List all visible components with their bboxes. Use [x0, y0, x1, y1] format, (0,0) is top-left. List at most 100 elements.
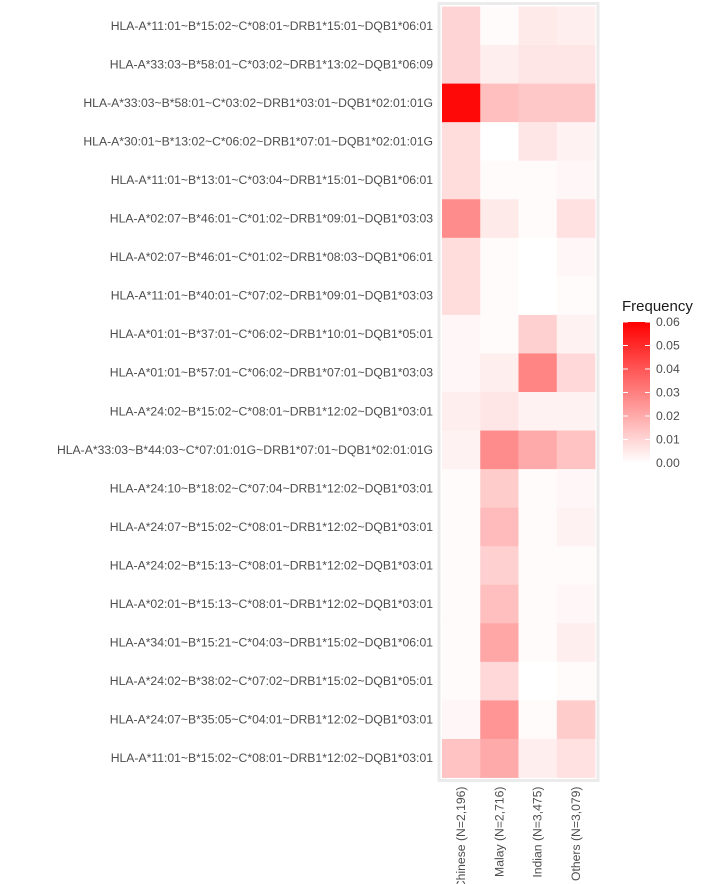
heatmap-cell — [442, 430, 481, 470]
column-label: Chinese (N=2,196) — [454, 787, 468, 884]
heatmap-cell — [442, 507, 481, 547]
heatmap-cell — [556, 392, 596, 431]
heatmap-cell — [556, 430, 596, 470]
heatmap-cell — [556, 276, 596, 316]
heatmap-cell — [442, 276, 481, 316]
heatmap-cell — [518, 160, 558, 200]
legend: Frequency 0.06 0.05 0.04 0.03 0.02 0.01 0.00 — [622, 298, 693, 470]
panel-border — [437, 2, 600, 782]
heatmap-cell — [518, 353, 558, 393]
heatmap-cell — [556, 160, 596, 200]
heatmap-cell — [442, 237, 481, 277]
heatmap-cell — [518, 430, 558, 470]
heatmap-cell — [442, 160, 481, 200]
heatmap-cell — [480, 314, 519, 354]
row-label: HLA-A*01:01~B*37:01~C*06:02~DRB1*10:01~D… — [110, 327, 433, 341]
heatmap-cell — [518, 276, 558, 316]
heatmap-cell — [480, 623, 519, 663]
heatmap-cell — [556, 353, 596, 393]
heatmap-cell — [480, 199, 519, 239]
heatmap-cell — [518, 661, 558, 701]
heatmap-cell — [556, 45, 596, 84]
legend-title: Frequency — [622, 298, 693, 315]
heatmap-cell — [480, 6, 519, 46]
heatmap-cell — [480, 430, 519, 470]
row-label: HLA-A*33:03~B*58:01~C*03:02~DRB1*13:02~D… — [110, 57, 433, 71]
heatmap-cell — [556, 507, 596, 547]
heatmap-cell — [556, 546, 596, 586]
row-label: HLA-A*33:03~B*58:01~C*03:02~DRB1*03:01~D… — [83, 96, 433, 110]
heatmap-cell — [442, 122, 481, 162]
heatmap-cell — [518, 314, 558, 354]
heatmap-cell — [442, 661, 481, 701]
heatmap-cells — [442, 6, 596, 778]
heatmap-cell — [480, 45, 519, 84]
legend-tick-label: 0.00 — [656, 456, 680, 470]
heatmap-cell — [480, 507, 519, 547]
legend-tick-label: 0.01 — [656, 433, 680, 447]
legend-tick-label: 0.02 — [656, 409, 680, 423]
row-label: HLA-A*11:01~B*15:02~C*08:01~DRB1*12:02~D… — [111, 751, 434, 765]
heatmap-cell — [480, 276, 519, 316]
legend-tick-label: 0.04 — [656, 362, 680, 376]
heatmap-cell — [442, 392, 481, 431]
row-label: HLA-A*01:01~B*57:01~C*06:02~DRB1*07:01~D… — [110, 366, 433, 380]
heatmap-cell — [480, 546, 519, 586]
legend-tick-label: 0.05 — [656, 339, 680, 353]
heatmap-cell — [556, 199, 596, 239]
heatmap-cell — [480, 122, 519, 162]
heatmap-cell — [556, 314, 596, 354]
legend-tick-label: 0.03 — [656, 386, 680, 400]
row-labels: HLA-A*11:01~B*15:02~C*08:01~DRB1*15:01~D… — [57, 19, 433, 765]
heatmap-cell — [442, 700, 481, 740]
heatmap-cell — [556, 6, 596, 46]
heatmap-cell — [442, 314, 481, 354]
heatmap-cell — [518, 237, 558, 277]
heatmap-cell — [480, 392, 519, 431]
row-label: HLA-A*30:01~B*13:02~C*06:02~DRB1*07:01~D… — [83, 134, 433, 148]
heatmap-cell — [518, 584, 558, 624]
column-label: Malay (N=2,716) — [492, 787, 506, 877]
heatmap-cell — [518, 392, 558, 431]
row-label: HLA-A*02:07~B*46:01~C*01:02~DRB1*09:01~D… — [110, 212, 433, 226]
plot-panel — [437, 2, 600, 782]
heatmap-cell — [442, 199, 481, 239]
row-label: HLA-A*24:02~B*38:02~C*07:02~DRB1*15:02~D… — [110, 674, 433, 688]
heatmap-cell — [442, 45, 481, 84]
heatmap-cell — [442, 469, 481, 509]
heatmap-cell — [442, 6, 481, 46]
row-label: HLA-A*11:01~B*15:02~C*08:01~DRB1*15:01~D… — [111, 19, 434, 33]
heatmap-cell — [518, 469, 558, 509]
column-label: Indian (N=3,475) — [531, 787, 545, 878]
heatmap-cell — [556, 623, 596, 663]
heatmap-cell — [556, 83, 596, 123]
heatmap-cell — [518, 199, 558, 239]
heatmap-cell — [518, 700, 558, 740]
heatmap-cell — [442, 738, 481, 778]
heatmap-cell — [518, 546, 558, 586]
heatmap-cell — [518, 6, 558, 46]
heatmap-cell — [480, 353, 519, 393]
row-label: HLA-A*11:01~B*40:01~C*07:02~DRB1*09:01~D… — [111, 289, 434, 303]
column-labels: Chinese (N=2,196) Malay (N=2,716) Indian (… — [454, 787, 583, 884]
heatmap-cell — [518, 623, 558, 663]
row-label: HLA-A*24:02~B*15:02~C*08:01~DRB1*12:02~D… — [110, 404, 433, 418]
heatmap-cell — [556, 661, 596, 701]
row-label: HLA-A*11:01~B*13:01~C*03:04~DRB1*15:01~D… — [111, 173, 434, 187]
heatmap-cell — [518, 122, 558, 162]
legend-tick-label: 0.06 — [656, 315, 680, 329]
heatmap-cell — [480, 738, 519, 778]
row-label: HLA-A*24:07~B*35:05~C*04:01~DRB1*12:02~D… — [110, 713, 433, 727]
row-label: HLA-A*24:10~B*18:02~C*07:04~DRB1*12:02~D… — [110, 481, 433, 495]
heatmap-cell — [556, 738, 596, 778]
heatmap-cell — [518, 738, 558, 778]
heatmap-cell — [442, 353, 481, 393]
heatmap-cell — [556, 584, 596, 624]
heatmap-cell — [480, 237, 519, 277]
heatmap-cell — [480, 160, 519, 200]
row-label: HLA-A*02:01~B*15:13~C*08:01~DRB1*12:02~D… — [110, 597, 433, 611]
heatmap-cell — [556, 469, 596, 509]
column-label: Others (N=3,079) — [569, 787, 583, 882]
heatmap-cell — [556, 700, 596, 740]
